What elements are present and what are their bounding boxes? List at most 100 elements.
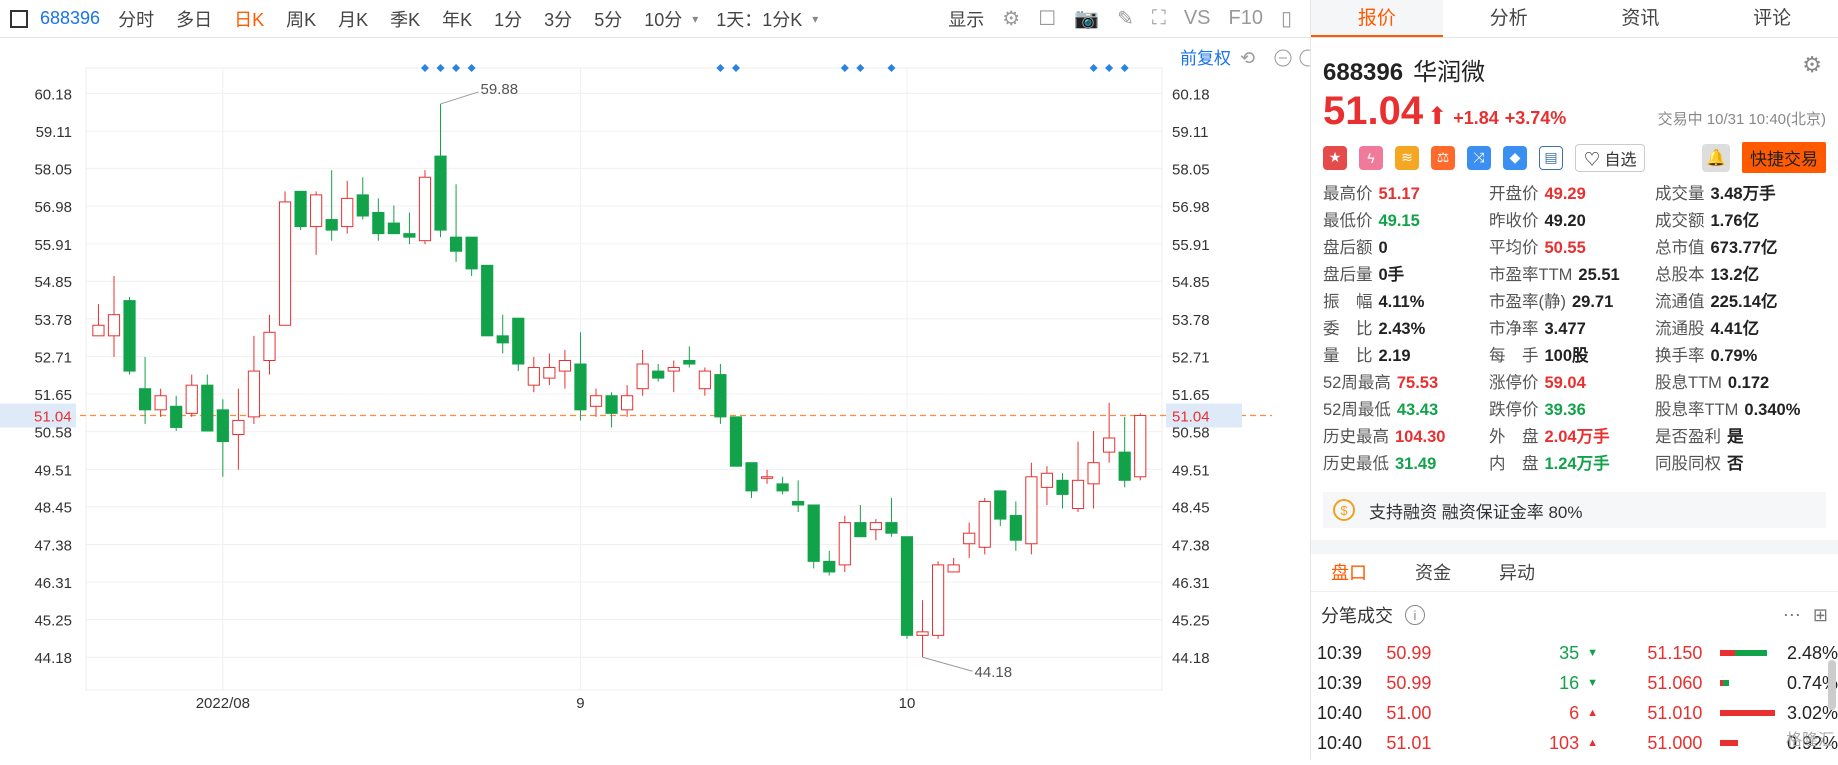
stat-label: 盘后量 <box>1323 266 1373 284</box>
candle-body <box>636 363 649 390</box>
tag-icon[interactable]: ◆ <box>1503 145 1527 170</box>
add-watchlist-button[interactable]: ♡ 自选 <box>1575 143 1646 172</box>
arrow-up-icon: ⬆ <box>1427 103 1448 130</box>
bookmark-icon[interactable]: ▤ <box>1539 145 1563 170</box>
gear-icon[interactable]: ⚙ <box>1802 52 1822 77</box>
columns-icon[interactable]: ⊞ <box>1812 604 1828 625</box>
gear-icon[interactable]: ⚙ <box>1002 8 1021 30</box>
stock-code[interactable]: 688396 <box>40 8 101 28</box>
stat-label: 成交额 <box>1655 212 1705 230</box>
sidebar-icon[interactable]: ▯ <box>1280 8 1292 30</box>
kline-chart[interactable]: 前复权 ⟲ 60.18 60.18 59.11 59.11 58.05 58.05 56.9… <box>0 38 1317 760</box>
tab-weekk[interactable]: 周K <box>286 9 317 30</box>
trade-status: 交易中 10/31 10:40(北京) <box>1657 111 1826 128</box>
kline-svg[interactable]: 前复权 ⟲ 60.18 60.18 59.11 59.11 58.05 58.05 56.9… <box>0 38 1317 760</box>
event-marker-icon <box>716 64 725 72</box>
zoom-out-icon[interactable] <box>1274 49 1292 67</box>
stat-value: 0 <box>1378 239 1388 257</box>
ratio-bar <box>1720 650 1778 656</box>
candle-body <box>745 462 758 492</box>
pencil-icon[interactable]: ✎ <box>1117 8 1134 30</box>
y-tick-label: 56.98 <box>34 199 72 216</box>
tab-quote[interactable]: 报价 <box>1311 0 1443 37</box>
china-flag-icon[interactable]: ★ <box>1323 145 1347 170</box>
stat-value: 29.71 <box>1572 293 1614 311</box>
y-tick-label-right: 46.31 <box>1172 575 1210 592</box>
scrollbar[interactable] <box>1828 660 1836 710</box>
chevron-down-icon[interactable]: ▾ <box>812 11 819 26</box>
tick-row: 10:40 51.01 103 ▲ 51.000 0.92% <box>1311 728 1838 758</box>
vs-button[interactable]: VS <box>1183 7 1211 29</box>
y-tick-label: 51.65 <box>34 387 72 404</box>
reset-icon[interactable]: ⟲ <box>1240 48 1255 68</box>
event-marker-icon <box>840 64 849 72</box>
tab-10min[interactable]: 10分 <box>644 9 683 30</box>
level-price: 51.010 <box>1647 702 1703 723</box>
tab-comments[interactable]: 评论 <box>1753 8 1792 29</box>
tab-yeark[interactable]: 年K <box>442 9 473 30</box>
panel-toggle-icon[interactable] <box>10 9 28 28</box>
candle-body <box>263 331 276 361</box>
candle-body <box>278 201 292 326</box>
low-pointer <box>922 656 973 672</box>
bell-icon[interactable]: 🔔 <box>1702 143 1730 172</box>
stat-label: 跌停价 <box>1489 401 1539 419</box>
camera-icon[interactable]: 📷 <box>1074 8 1100 30</box>
margin-banner[interactable]: $ 支持融资 融资保证金率 80% <box>1323 492 1826 528</box>
fast-trade-button[interactable]: 快捷交易 <box>1742 142 1826 173</box>
price-change-pct: +3.74% <box>1504 108 1567 128</box>
tick-price: 50.99 <box>1386 672 1432 693</box>
shuffle-icon[interactable]: ⤨ <box>1467 145 1491 170</box>
scale-icon[interactable]: ⚖ <box>1431 145 1455 170</box>
stat-label: 内 盘 <box>1489 455 1539 473</box>
tab-analysis[interactable]: 分析 <box>1489 8 1528 29</box>
triangle-down-icon: ▼ <box>1587 647 1599 659</box>
tab-zijin[interactable]: 资金 <box>1415 563 1451 583</box>
more-icon[interactable]: ⋯ <box>1782 604 1801 625</box>
y-tick-label-right: 52.71 <box>1172 350 1210 367</box>
tab-1min[interactable]: 1分 <box>494 9 523 30</box>
candle-body <box>667 367 680 372</box>
y-tick-label-right: 58.05 <box>1172 161 1210 178</box>
tab-monthk[interactable]: 月K <box>338 9 369 30</box>
coins-icon[interactable]: ≋ <box>1395 145 1419 170</box>
range-select[interactable]: 1天：1分K <box>716 9 803 30</box>
candle-body <box>341 197 354 228</box>
tab-3min[interactable]: 3分 <box>544 9 573 30</box>
toolbar-icons: 显示 ⚙ ☐ 📷 ✎ ⛶ VS F10 ▯ <box>948 6 1310 32</box>
tab-yidong[interactable]: 异动 <box>1499 563 1535 583</box>
candle-body <box>201 384 214 432</box>
tick-time: 10:39 <box>1317 642 1363 663</box>
ratio-bar <box>1720 740 1778 746</box>
y-tick-label-right: 59.11 <box>1172 124 1208 141</box>
candle-body <box>107 314 121 337</box>
candle-body <box>170 405 183 428</box>
candle-body <box>543 367 556 379</box>
level-pct: 3.02% <box>1786 702 1838 723</box>
tab-dayk[interactable]: 日K <box>234 9 265 30</box>
candle-body <box>621 395 634 411</box>
candle-body <box>605 395 618 414</box>
event-marker-icon <box>420 64 429 72</box>
tab-pankou[interactable]: 盘口 <box>1331 563 1367 583</box>
stat-label: 股息率TTM <box>1655 401 1739 419</box>
fullscreen-icon[interactable]: ⛶ <box>1151 7 1166 29</box>
stat-label: 市盈率TTM <box>1489 266 1573 284</box>
stat-value: 3.48万手 <box>1710 185 1776 203</box>
ratio-bar-green <box>1734 650 1767 656</box>
tab-duori[interactable]: 多日 <box>176 9 213 30</box>
tab-quarterk[interactable]: 季K <box>390 9 421 30</box>
tab-fenshi[interactable]: 分时 <box>118 9 155 30</box>
y-tick-label-right: 49.51 <box>1172 462 1210 479</box>
tab-news[interactable]: 资讯 <box>1621 8 1660 29</box>
display-select[interactable]: 显示 <box>948 9 985 30</box>
info-icon[interactable]: i <box>1405 605 1425 625</box>
square-icon[interactable]: ☐ <box>1038 8 1057 30</box>
candle-body <box>978 500 991 548</box>
chevron-down-icon[interactable]: ▾ <box>692 11 699 26</box>
f10-button[interactable]: F10 <box>1228 7 1263 29</box>
zoom-in-icon[interactable] <box>1299 49 1317 67</box>
tab-5min[interactable]: 5分 <box>594 9 623 30</box>
lightning-icon[interactable]: ϟ <box>1359 145 1383 170</box>
adjust-button[interactable]: 前复权 <box>1180 49 1231 68</box>
